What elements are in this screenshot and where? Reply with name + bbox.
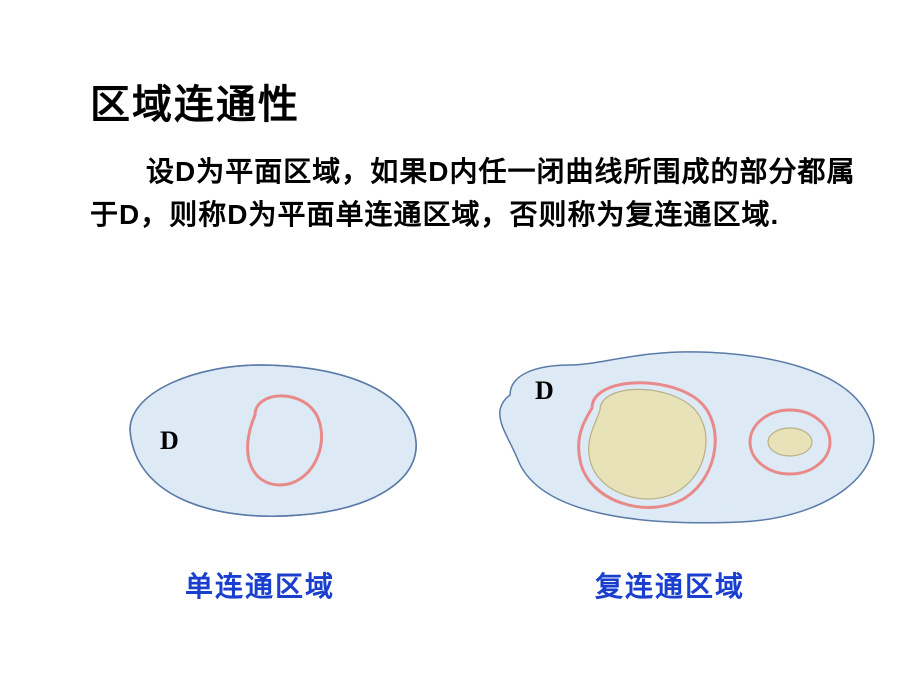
right-hole-large (589, 389, 706, 499)
right-d-label: D (535, 376, 554, 406)
left-d-label: D (160, 426, 179, 456)
diagrams-svg (0, 340, 920, 600)
left-caption: 单连通区域 (185, 565, 335, 605)
right-caption: 复连通区域 (595, 565, 745, 605)
page-title: 区域连通性 (90, 72, 300, 130)
right-hole-small (768, 428, 812, 456)
diagram-container: D D (0, 340, 920, 600)
body-paragraph: 设D为平面区域，如果D内任一闭曲线所围成的部分都属于D，则称D为平面单连通区域，… (90, 150, 860, 237)
right-diagram (500, 352, 874, 523)
